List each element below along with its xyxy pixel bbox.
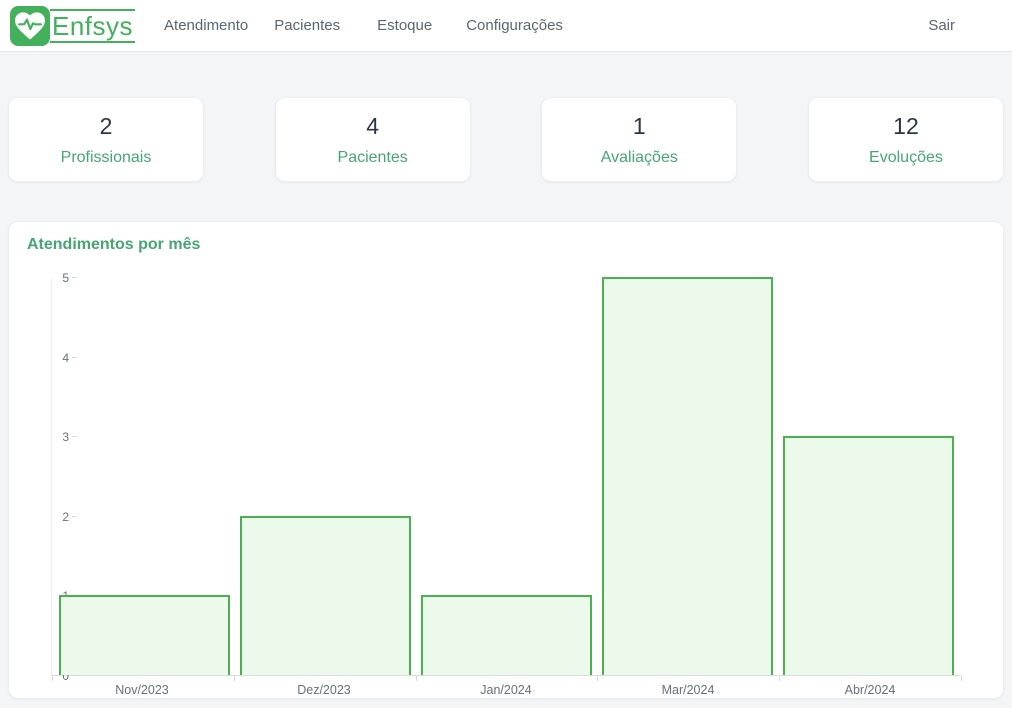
y-tick-mark <box>72 356 77 358</box>
x-tick-label: Mar/2024 <box>661 683 715 697</box>
y-tick-mark <box>72 277 77 278</box>
bar-Dez/2023[interactable] <box>240 515 411 675</box>
stat-label: Avaliações <box>600 148 678 166</box>
chart-card: Atendimentos por mês 012345 Nov/2023Dez/… <box>8 221 1004 699</box>
bar-Mar/2024[interactable] <box>602 277 773 675</box>
bar-slot <box>54 278 235 675</box>
bar-slot <box>416 278 597 675</box>
stat-label: Profissionais <box>60 148 152 166</box>
nav-item-configuracoes[interactable]: Configurações <box>466 17 563 34</box>
stat-card-avaliacoes: 1 Avaliações <box>541 97 738 182</box>
stat-value: 1 <box>632 112 646 139</box>
chart-title: Atendimentos por mês <box>27 236 201 253</box>
stat-card-evolucoes: 12 Evoluções <box>807 97 1004 182</box>
heart-pulse-icon <box>10 5 50 46</box>
nav-item-atendimento[interactable]: Atendimento <box>164 17 249 34</box>
x-tick-label: Dez/2023 <box>297 683 351 697</box>
y-tick-label: 0 <box>62 669 69 683</box>
x-tick-label: Abr/2024 <box>844 683 896 697</box>
x-tick-mark <box>52 676 53 681</box>
bars-container <box>52 277 961 675</box>
bar-slot <box>235 278 416 675</box>
x-axis-labels: Nov/2023 Dez/2023 Jan/2024 Mar/2024 Abr/2024 <box>51 676 961 697</box>
stat-value: 12 <box>893 112 919 139</box>
x-tick-mark <box>415 676 417 681</box>
bar-chart[interactable]: 012345 Nov/2023Dez/2023Jan/2024Mar/2024A… <box>25 271 987 697</box>
navbar: Enfsys Atendimento Pacientes Estoque Con… <box>0 0 1012 52</box>
stat-label: Evoluções <box>869 148 943 166</box>
x-tick-label: Nov/2023 <box>115 683 169 697</box>
y-tick-mark <box>72 675 77 676</box>
stat-label: Pacientes <box>337 148 408 166</box>
stat-value: 4 <box>366 112 380 139</box>
logout-link[interactable]: Sair <box>928 17 955 34</box>
bar-Nov/2023[interactable] <box>59 595 230 675</box>
stat-card-profissionais: 2 Profissionais <box>8 97 204 182</box>
x-tick-mark <box>779 676 781 681</box>
nav-item-pacientes[interactable]: Pacientes <box>274 17 341 34</box>
bar-slot <box>778 278 959 675</box>
y-tick-label: 2 <box>62 509 69 524</box>
y-tick-mark <box>72 436 77 438</box>
bar-Abr/2024[interactable] <box>783 436 954 675</box>
x-tick-mark <box>233 676 235 681</box>
bar-slot <box>597 277 778 675</box>
y-tick-label: 5 <box>62 271 69 285</box>
y-tick-label: 4 <box>62 350 69 365</box>
y-tick-label: 3 <box>62 430 69 445</box>
y-tick-mark <box>72 515 77 517</box>
bar-Jan/2024[interactable] <box>421 595 592 675</box>
x-tick-mark <box>597 676 599 681</box>
stat-value: 2 <box>99 112 113 139</box>
chart-plot-area[interactable]: 012345 <box>51 271 962 683</box>
brand-logo[interactable]: Enfsys <box>10 5 136 46</box>
x-tick-mark <box>961 676 962 681</box>
stat-card-pacientes: 4 Pacientes <box>274 97 471 182</box>
stats-row: 2 Profissionais 4 Pacientes 1 Avaliações… <box>8 97 1004 182</box>
x-tick-label: Jan/2024 <box>480 683 532 697</box>
brand-name: Enfsys <box>50 8 136 43</box>
nav-menu: Atendimento Pacientes Estoque Configuraç… <box>151 9 576 42</box>
nav-item-estoque[interactable]: Estoque <box>377 17 433 34</box>
